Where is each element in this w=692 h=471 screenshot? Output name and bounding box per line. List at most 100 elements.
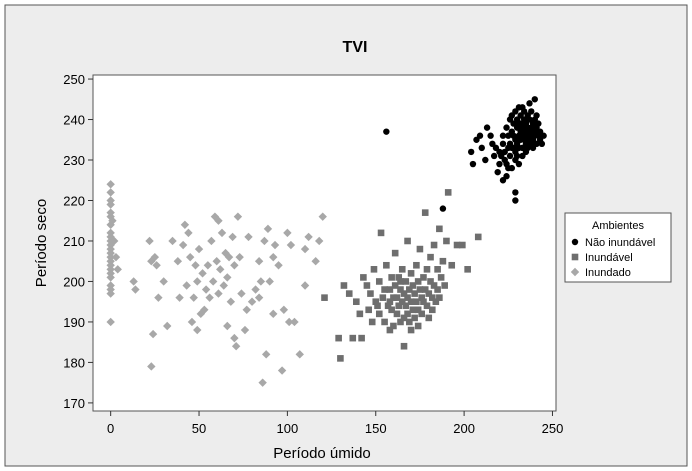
data-point [240, 325, 250, 335]
data-point [407, 298, 415, 305]
data-point [106, 200, 115, 209]
y-tick-label: 250 [63, 72, 85, 87]
data-point [321, 294, 328, 301]
data-point [224, 252, 234, 262]
data-point [404, 237, 411, 245]
data-point [228, 232, 237, 242]
data-point [443, 237, 450, 245]
legend-label: Inundado [585, 267, 631, 279]
data-point [231, 342, 241, 351]
data-point [226, 297, 236, 306]
data-point [478, 144, 485, 152]
data-point [113, 265, 122, 274]
data-point [418, 294, 425, 301]
data-point [420, 298, 427, 305]
data-point [420, 274, 427, 281]
data-point [247, 297, 257, 306]
x-tick-label: 50 [192, 421, 206, 436]
data-point [147, 362, 156, 371]
data-point [106, 317, 115, 327]
data-point [223, 321, 232, 331]
data-point [256, 277, 266, 286]
data-point [404, 310, 411, 318]
data-point [200, 305, 209, 314]
data-point [175, 293, 184, 302]
data-point [381, 318, 388, 326]
x-tick-label: 100 [277, 421, 299, 436]
legend-label: Inundável [585, 252, 633, 264]
data-point [406, 286, 413, 293]
data-point [233, 212, 243, 221]
data-point [363, 282, 371, 289]
data-point [432, 298, 440, 305]
data-point [173, 257, 183, 266]
data-point [184, 228, 193, 238]
data-point [269, 252, 278, 262]
data-point [404, 294, 411, 301]
data-point [244, 232, 253, 242]
data-point [386, 286, 394, 293]
data-point [398, 266, 406, 273]
data-point [131, 285, 140, 294]
data-point [513, 152, 521, 160]
data-point [191, 261, 200, 270]
data-point [270, 240, 280, 250]
data-point [436, 225, 443, 233]
data-point [300, 281, 310, 290]
data-point [467, 148, 475, 156]
data-point [194, 244, 204, 254]
legend-items: Não inundável Inundável Inundado [570, 237, 655, 279]
series-square [321, 189, 482, 362]
data-point [503, 124, 510, 131]
data-point [300, 244, 310, 254]
data-point [496, 160, 503, 168]
data-point [459, 241, 466, 249]
data-point [201, 285, 211, 294]
data-point [430, 282, 438, 289]
data-point [353, 298, 360, 305]
data-point [263, 224, 273, 234]
data-point [145, 236, 154, 246]
legend-label: Não inundável [585, 237, 655, 249]
x-tick-label: 0 [107, 421, 114, 436]
series-circle [383, 96, 547, 212]
data-point [439, 205, 447, 212]
legend: Ambientes Não inundável Inundável Inundado [564, 212, 672, 283]
data-point [414, 278, 422, 285]
data-points [106, 96, 547, 387]
data-point [531, 96, 538, 103]
data-point [490, 152, 498, 160]
data-point [148, 329, 158, 339]
data-point [205, 293, 214, 302]
data-point [368, 318, 376, 326]
data-point [261, 350, 271, 359]
data-point [159, 277, 168, 286]
data-point [106, 289, 115, 298]
data-point [216, 265, 225, 274]
data-point [540, 132, 547, 139]
data-point [283, 228, 292, 238]
x-tick-label: 250 [542, 421, 564, 436]
data-point [416, 245, 424, 253]
data-point [393, 310, 401, 318]
data-point [193, 325, 202, 335]
legend-box [564, 212, 672, 283]
data-point [284, 317, 294, 327]
data-point [411, 314, 418, 322]
data-point [168, 236, 177, 246]
data-point [214, 289, 223, 298]
data-point [538, 140, 546, 148]
data-point [286, 240, 296, 250]
data-point [106, 273, 115, 282]
data-point [402, 302, 410, 310]
x-tick-label: 200 [453, 421, 475, 436]
data-point [425, 290, 433, 297]
data-point [356, 310, 364, 318]
data-point [251, 285, 260, 294]
data-point [519, 104, 526, 111]
data-point [182, 281, 191, 290]
data-point [235, 252, 244, 262]
data-point [409, 306, 417, 314]
